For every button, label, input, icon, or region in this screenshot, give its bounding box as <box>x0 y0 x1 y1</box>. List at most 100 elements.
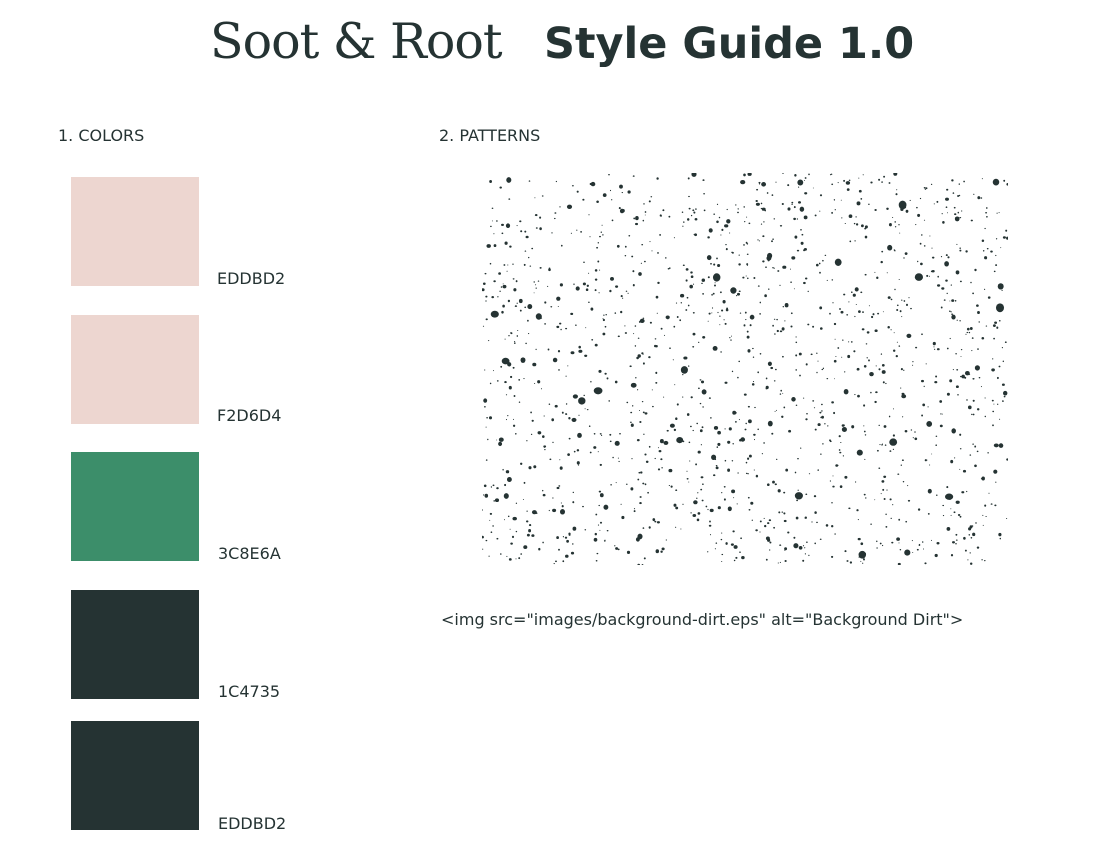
dirt-speck <box>804 277 808 280</box>
dirt-speck <box>523 481 526 484</box>
dirt-speck <box>932 341 936 346</box>
color-code: 1C4735 <box>218 682 281 701</box>
dirt-speck <box>954 213 957 216</box>
dirt-speck <box>533 281 535 283</box>
dirt-speck <box>746 330 749 333</box>
dirt-speck <box>901 299 903 301</box>
dirt-speck <box>881 480 885 483</box>
dirt-speck <box>485 318 488 321</box>
dirt-speck <box>869 372 874 377</box>
dirt-speck <box>991 368 995 372</box>
dirt-speck <box>966 490 968 493</box>
dirt-speck <box>573 283 575 286</box>
dirt-speck <box>624 245 627 248</box>
dirt-speck <box>795 404 798 407</box>
dirt-speck <box>665 539 667 541</box>
dirt-speck <box>691 173 697 177</box>
dirt-speck <box>597 524 600 526</box>
dirt-speck <box>583 261 585 264</box>
dirt-speck <box>537 380 541 384</box>
dirt-speck <box>507 515 510 518</box>
dirt-speck <box>565 554 569 558</box>
dirt-speck <box>883 497 886 501</box>
dirt-speck <box>531 419 534 422</box>
dirt-speck <box>755 529 758 532</box>
dirt-speck <box>801 233 804 236</box>
patterns-heading: 2. PATTERNS <box>439 126 541 145</box>
dirt-speck <box>648 356 651 359</box>
dirt-speck <box>774 483 777 486</box>
dirt-speck <box>808 173 810 176</box>
dirt-speck <box>949 300 951 302</box>
dirt-speck <box>598 490 602 493</box>
dirt-speck <box>663 334 666 336</box>
dirt-speck <box>753 433 756 436</box>
dirt-speck <box>767 361 772 366</box>
dirt-speck <box>693 233 695 235</box>
dirt-speck <box>884 444 887 446</box>
dirt-speck <box>632 270 635 273</box>
color-code: EDDBD2 <box>218 814 287 833</box>
dirt-speck <box>683 221 685 223</box>
dirt-speck <box>666 429 669 432</box>
dirt-speck <box>926 459 928 461</box>
dirt-speck <box>822 443 824 445</box>
dirt-speck <box>951 313 953 316</box>
dirt-speck <box>597 451 599 453</box>
color-swatch <box>71 590 199 699</box>
dirt-speck <box>565 375 567 377</box>
dirt-speck <box>501 223 504 227</box>
dirt-speck <box>709 534 712 536</box>
dirt-speck <box>598 369 602 373</box>
dirt-speck <box>482 509 483 511</box>
dirt-speck <box>506 477 512 482</box>
dirt-speck <box>972 399 975 402</box>
dirt-speck <box>555 560 557 563</box>
dirt-speck <box>985 515 987 518</box>
dirt-speck <box>931 256 935 259</box>
dirt-speck <box>705 505 708 508</box>
dirt-speck <box>831 183 834 186</box>
dirt-speck <box>657 447 660 449</box>
dirt-speck <box>782 355 784 358</box>
dirt-speck <box>509 528 511 530</box>
dirt-speck <box>620 295 623 298</box>
dirt-speck <box>767 259 770 262</box>
dirt-speck <box>763 221 765 223</box>
dirt-speck <box>740 537 742 540</box>
dirt-speck <box>648 200 651 203</box>
dirt-speck <box>946 526 951 531</box>
dirt-speck <box>774 333 776 335</box>
dirt-speck <box>946 486 949 489</box>
dirt-speck <box>779 224 783 227</box>
dirt-speck <box>974 464 977 468</box>
dirt-speck <box>816 521 818 524</box>
dirt-speck <box>773 218 776 220</box>
dirt-speck <box>730 543 734 546</box>
dirt-speck <box>776 318 778 321</box>
dirt-speck <box>617 457 619 459</box>
dirt-speck <box>844 475 848 479</box>
dirt-speck <box>547 348 550 351</box>
dirt-speck <box>709 508 714 513</box>
dirt-speck <box>507 299 511 303</box>
dirt-speck <box>701 282 703 285</box>
dirt-speck <box>534 197 536 199</box>
dirt-speck <box>688 441 691 444</box>
dirt-speck <box>713 474 716 477</box>
dirt-speck <box>925 363 927 365</box>
dirt-speck <box>927 513 930 515</box>
dirt-speck <box>897 473 900 475</box>
dirt-speck <box>929 235 931 237</box>
dirt-speck <box>746 216 748 218</box>
dirt-speck <box>639 421 642 423</box>
dirt-speck <box>502 304 505 308</box>
dirt-speck <box>992 424 994 427</box>
dirt-speck <box>546 285 549 287</box>
dirt-speck <box>745 461 748 464</box>
dirt-speck <box>597 241 599 244</box>
dirt-speck <box>614 312 617 314</box>
dirt-speck <box>630 411 633 414</box>
dirt-speck <box>977 196 981 200</box>
dirt-speck <box>663 396 665 398</box>
